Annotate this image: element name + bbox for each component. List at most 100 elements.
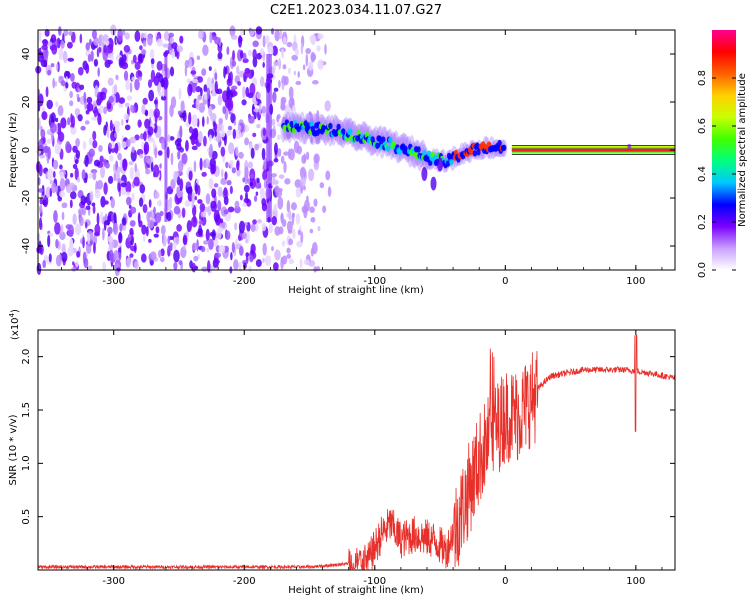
noise-blob — [193, 127, 199, 141]
noise-blob — [153, 206, 156, 215]
noise-blob — [271, 215, 278, 226]
snr-y-exponent-base: (x10 — [10, 317, 21, 340]
y-tick-label: 1.0 — [21, 455, 32, 471]
colorbar-tick-label: 0.0 — [697, 262, 708, 278]
noise-blob — [252, 48, 257, 60]
noise-blob — [249, 83, 256, 96]
noise-blob — [317, 59, 324, 70]
noise-blob — [125, 138, 131, 148]
y-tick-label: -20 — [21, 190, 32, 206]
noise-blob — [271, 118, 276, 126]
noise-blob — [87, 265, 93, 270]
noise-blob — [162, 43, 169, 48]
noise-blob — [66, 41, 73, 49]
noise-blob — [220, 178, 227, 185]
noise-blob — [55, 101, 59, 108]
noise-blob — [229, 185, 233, 195]
noise-blob — [135, 72, 139, 78]
noise-blob — [160, 248, 165, 257]
noise-blob — [218, 244, 226, 254]
noise-blob — [197, 130, 203, 144]
noise-blob — [148, 199, 152, 208]
colorbar-tick-label: 0.6 — [697, 118, 708, 134]
noise-blob — [205, 228, 210, 242]
noise-blob — [47, 69, 52, 76]
noise-blob — [223, 195, 229, 206]
noise-blob — [200, 210, 207, 218]
noise-blob — [245, 86, 250, 98]
noise-blob — [286, 253, 292, 259]
noise-blob — [125, 77, 130, 91]
noise-blob — [261, 223, 267, 232]
noise-blob — [77, 114, 83, 122]
noise-blob — [223, 209, 229, 215]
noise-blob — [214, 130, 218, 137]
noise-blob — [314, 137, 320, 145]
noise-blob — [278, 174, 285, 179]
noise-blob — [76, 250, 81, 258]
noise-blob — [188, 126, 193, 134]
noise-blob — [131, 146, 135, 153]
noise-blob — [229, 25, 236, 37]
noise-blob — [211, 188, 217, 199]
noise-blob — [154, 111, 158, 125]
noise-blob — [93, 159, 101, 167]
noise-blob — [137, 119, 142, 128]
signal-blob — [416, 146, 421, 153]
noise-blob — [91, 116, 98, 121]
noise-blob — [223, 187, 228, 197]
noise-blob — [319, 182, 325, 189]
x-tick-label: 0 — [502, 276, 508, 287]
noise-blob — [113, 250, 119, 261]
noise-blob — [129, 253, 134, 258]
noise-blob — [83, 177, 88, 184]
noise-blob — [109, 249, 114, 261]
noise-blob — [102, 34, 109, 42]
noise-blob — [176, 186, 180, 196]
noise-blob — [248, 49, 252, 57]
noise-blob — [169, 66, 175, 77]
noise-blob — [310, 216, 316, 223]
noise-blob — [140, 253, 147, 263]
noise-blob — [196, 55, 201, 61]
noise-blob — [40, 129, 46, 139]
noise-blob — [42, 47, 49, 59]
noise-blob — [107, 103, 112, 110]
noise-blob — [148, 238, 152, 243]
noise-blob — [209, 31, 213, 44]
noise-blob — [197, 199, 203, 204]
noise-blob — [220, 168, 224, 179]
noise-blob — [116, 267, 121, 272]
noise-blob — [247, 161, 254, 169]
noise-blob — [139, 153, 144, 159]
noise-blob — [140, 49, 147, 55]
noise-blob — [261, 147, 266, 160]
noise-blob — [184, 65, 188, 77]
noise-blob — [129, 220, 136, 227]
noise-blob — [132, 54, 137, 64]
noise-blob — [256, 91, 262, 100]
noise-blob — [129, 166, 135, 180]
noise-blob — [177, 110, 182, 116]
noise-blob — [313, 153, 320, 164]
noise-blob — [284, 178, 291, 185]
noise-blob — [94, 223, 101, 235]
noise-blob — [241, 202, 248, 207]
noise-streak — [266, 54, 270, 222]
noise-blob — [203, 84, 208, 93]
noise-blob — [271, 45, 278, 57]
noise-blob — [207, 205, 212, 216]
noise-blob — [45, 186, 52, 199]
noise-blob — [299, 166, 307, 180]
snr-x-ticks: -300 -200 -100 0 100 — [61, 330, 663, 587]
noise-blob — [108, 143, 112, 149]
noise-blob — [262, 257, 265, 263]
noise-blob — [70, 72, 75, 82]
noise-blob — [279, 29, 283, 40]
noise-blob — [110, 197, 115, 209]
noise-blob — [316, 45, 321, 52]
noise-blob — [152, 140, 156, 149]
noise-blob — [280, 213, 284, 220]
noise-blob — [261, 198, 267, 207]
